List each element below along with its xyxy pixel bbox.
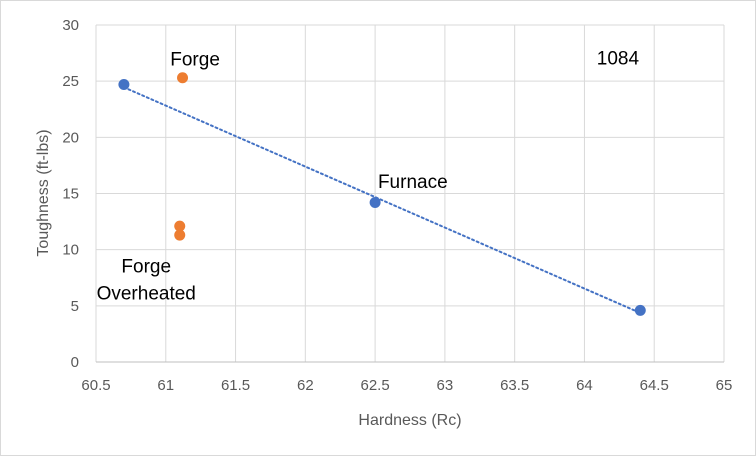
- x-tick-label: 63: [437, 377, 454, 394]
- x-tick-label: 62.5: [361, 377, 390, 394]
- x-tick-label: 60.5: [81, 377, 110, 394]
- y-tick-label: 10: [62, 242, 79, 259]
- annotation-label: Forge: [170, 50, 220, 71]
- trendline: [122, 86, 642, 314]
- x-tick-label: 62: [297, 377, 314, 394]
- x-axis-title: Hardness (Rc): [358, 412, 461, 429]
- data-point: [369, 196, 381, 208]
- annotation-label: Forge: [121, 256, 171, 277]
- data-points: [118, 72, 646, 316]
- y-tick-label: 5: [71, 298, 79, 315]
- data-point: [174, 229, 186, 241]
- x-tick-label: 64: [576, 377, 593, 394]
- y-axis-title: Toughness (ft-lbs): [35, 129, 52, 256]
- annotation-label: Furnace: [378, 172, 448, 193]
- x-tick-label: 61.5: [221, 377, 250, 394]
- y-tick-label: 25: [62, 73, 79, 90]
- y-tick-label: 0: [71, 354, 79, 371]
- x-tick-label: 64.5: [640, 377, 669, 394]
- data-point: [177, 72, 189, 84]
- x-tick-label: 63.5: [500, 377, 529, 394]
- data-point: [634, 304, 646, 316]
- x-tick-label: 65: [716, 377, 733, 394]
- y-tick-label: 30: [62, 17, 79, 34]
- gridlines: [95, 24, 725, 363]
- x-tick-label: 61: [157, 377, 174, 394]
- trendlines: [122, 86, 642, 314]
- y-tick-label: 15: [62, 186, 79, 203]
- annotation-label: 1084: [597, 49, 640, 70]
- annotation-label: Overheated: [97, 283, 196, 304]
- data-point: [118, 79, 130, 91]
- tick-labels: 60.5 61 61.5 62 62.5 63 63.5 64 64.5 65 0 5 10 15 20 25…: [62, 17, 732, 394]
- data-point: [174, 220, 186, 232]
- y-tick-label: 20: [62, 129, 79, 146]
- annotations: Forge 1084 Furnace Forge Overheated: [97, 49, 640, 305]
